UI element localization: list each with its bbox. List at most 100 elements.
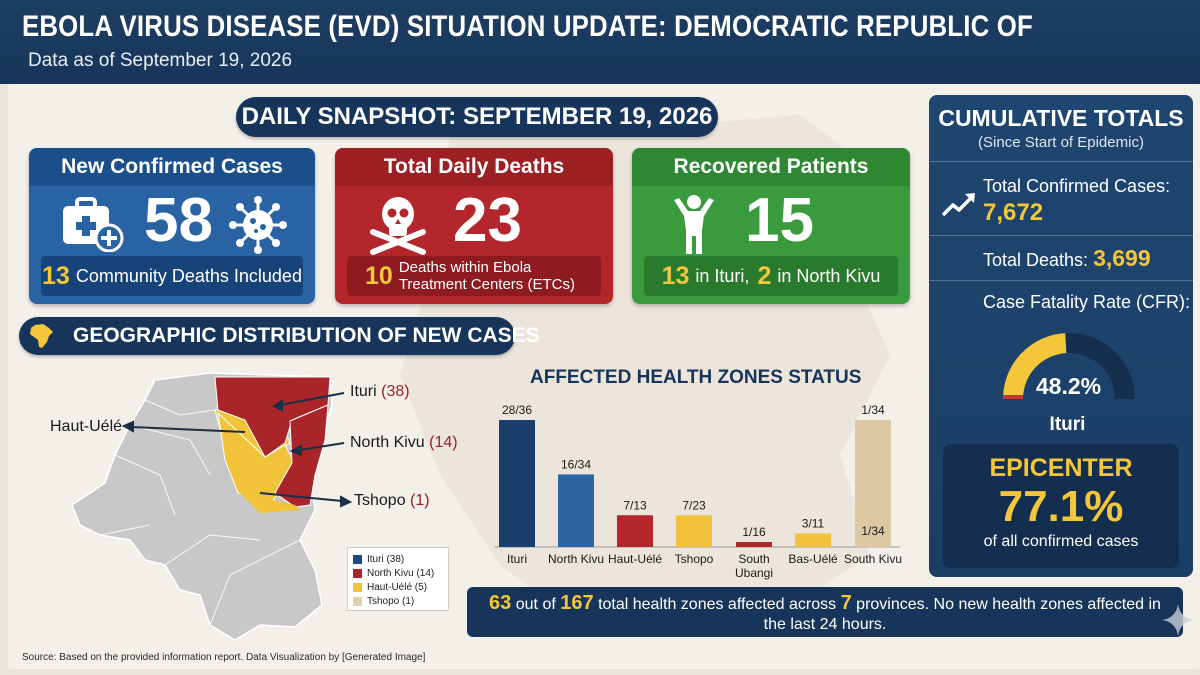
new-cases-value: 58 [144,186,213,255]
legend-label: North Kivu (14) [367,567,435,579]
cfr-value: 48.2% [1035,373,1102,399]
category-label: South Ubangi [735,552,773,580]
total-deaths-label: Total Deaths: [983,250,1089,270]
drc-map [71,372,353,641]
geo-distribution-title: GEOGRAPHIC DISTRIBUTION OF NEW CASES [19,317,540,355]
bar-tshopo [676,515,712,547]
region-tshopo-south [240,493,300,513]
new-cases-footnote: 13 Community Deaths Included [41,256,303,296]
epicenter-value: 77.1% [998,482,1124,531]
virus-icon [229,196,287,254]
recovered-label: Recovered Patients [632,148,910,186]
bar-bas-u-l- [795,533,831,547]
zones-affected-count: 63 [489,592,512,614]
africa-map-icon [30,324,53,348]
bar-value-label: 28/36 [502,403,532,417]
geo-title-text: GEOGRAPHIC DISTRIBUTION OF NEW CASES [73,324,540,347]
legend-label: Tshopo (1) [367,595,415,607]
region-ituri [214,376,331,458]
cumulative-totals-panel: CUMULATIVE TOTALS (Since Start of Epidem… [929,95,1193,577]
category-label: North Kivu [548,552,604,566]
medical-kit-icon [63,197,124,252]
category-label: South Kivu [844,552,902,566]
legend-swatch [353,596,362,606]
gauge-start-tick [1003,395,1023,399]
divider [929,235,1193,236]
recovered-patients-card: Recovered Patients 15 13 in Ituri, 2 in … [632,148,910,304]
bar-value-label: 1/34 [861,403,885,417]
health-zones-bar-chart: 28/36 Ituri 16/34 North Kivu 7/13 Haut-Uélé 7/… [494,403,902,580]
trend-up-icon [941,193,975,217]
summary-text-1: out of [515,596,556,613]
category-label: Bas-Uélé [788,552,838,566]
legend-item-north-kivu: North Kivu (14) [353,566,443,580]
category-label: Tshopo [675,552,714,566]
sparkle-icon [1162,604,1194,636]
health-zones-summary: 63 out of 167 total health zones affecte… [467,587,1183,637]
epicenter-box: EPICENTER 77.1% of all confirmed cases [943,444,1179,568]
page-subtitle: Data as of September 19, 2026 [28,50,293,71]
map-label-haut-uele: Haut-Uélé [50,418,123,435]
etc-deaths-count: 10 [365,261,393,290]
legend-swatch [353,554,362,564]
legend-item-haut-uele: Haut-Uélé (5) [353,580,443,594]
north-kivu-count: (14) [429,434,458,451]
skull-crossbones-icon [370,197,426,255]
bar-value-label: 7/23 [682,498,706,512]
map-label-tshopo: Tshopo (1) [354,492,430,510]
bar-north-kivu [558,474,594,547]
summary-text-2: total health zones affected across [598,596,837,613]
chart-title: AFFECTED HEALTH ZONES STATUS [530,367,862,388]
ituri-count: (38) [381,383,410,400]
ituri-recovered-count: 13 [661,261,690,290]
etc-deaths-text: Deaths within Ebola Treatment Centers (E… [398,259,575,293]
bar-south-ubangi [736,542,772,547]
community-deaths-text: Community Deaths Included [75,265,302,286]
cumulative-subtitle: (Since Start of Epidemic) [978,134,1144,151]
source-note: Source: Based on the provided informatio… [22,652,426,663]
daily-snapshot-title: DAILY SNAPSHOT: SEPTEMBER 19, 2026 [236,97,718,137]
zones-total-count: 167 [560,592,594,614]
total-deaths-row: Total Deaths: 3,699 [983,245,1151,272]
tshopo-name: Tshopo [354,492,406,509]
legend-label: Haut-Uélé (5) [367,581,428,593]
map-legend: Ituri (38) North Kivu (14) Haut-Uélé (5)… [347,547,449,611]
person-cheering-icon [674,195,714,254]
recovered-value: 15 [745,186,814,255]
epicenter-label: EPICENTER [989,454,1133,482]
cfr-gauge [1003,333,1135,400]
legend-item-tshopo: Tshopo (1) [353,594,443,608]
deaths-value: 23 [453,186,522,255]
new-cases-label: New Confirmed Cases [29,148,315,186]
map-label-north-kivu: North Kivu (14) [350,434,458,452]
legend-item-ituri: Ituri (38) [353,552,443,566]
cumulative-title: CUMULATIVE TOTALS [938,105,1184,131]
header: EBOLA VIRUS DISEASE (EVD) SITUATION UPDA… [0,0,1200,84]
north-kivu-recovered-text: in North Kivu [777,265,881,286]
total-cases-label: Total Confirmed Cases: [983,176,1171,196]
epicenter-text: of all confirmed cases [983,533,1139,550]
summary-text-3: provinces. No new health zones affected … [763,596,1161,633]
north-kivu-recovered-count: 2 [757,261,772,290]
page-title: EBOLA VIRUS DISEASE (EVD) SITUATION UPDA… [22,10,1033,43]
total-deaths-value: 3,699 [1093,245,1151,271]
community-deaths-count: 13 [42,261,70,290]
cfr-label: Case Fatality Rate (CFR): [983,292,1191,312]
divider [929,280,1193,281]
map-label-ituri: Ituri (38) [350,383,410,401]
legend-label: Ituri (38) [367,553,405,565]
deaths-footnote: 10 Deaths within Ebola Treatment Centers… [347,256,601,296]
bar-value-label: 7/13 [623,498,647,512]
bar-ituri [499,420,535,547]
bar-haut-u-l- [617,515,653,547]
deaths-label: Total Daily Deaths [335,148,613,186]
category-label: Ituri [507,552,527,566]
new-confirmed-cases-card: New Confirmed Cases 58 13 Community Deat… [29,148,315,304]
recovered-footnote: 13 in Ituri, 2 in North Kivu [644,256,898,296]
total-daily-deaths-card: Total Daily Deaths 23 10 Deaths within E… [335,148,613,304]
bar-inner-label: 1/34 [861,524,885,538]
bar-value-label: 3/11 [802,516,825,530]
bar-south-kivu [855,420,891,547]
divider [929,161,1193,162]
bar-value-label: 16/34 [561,457,591,471]
